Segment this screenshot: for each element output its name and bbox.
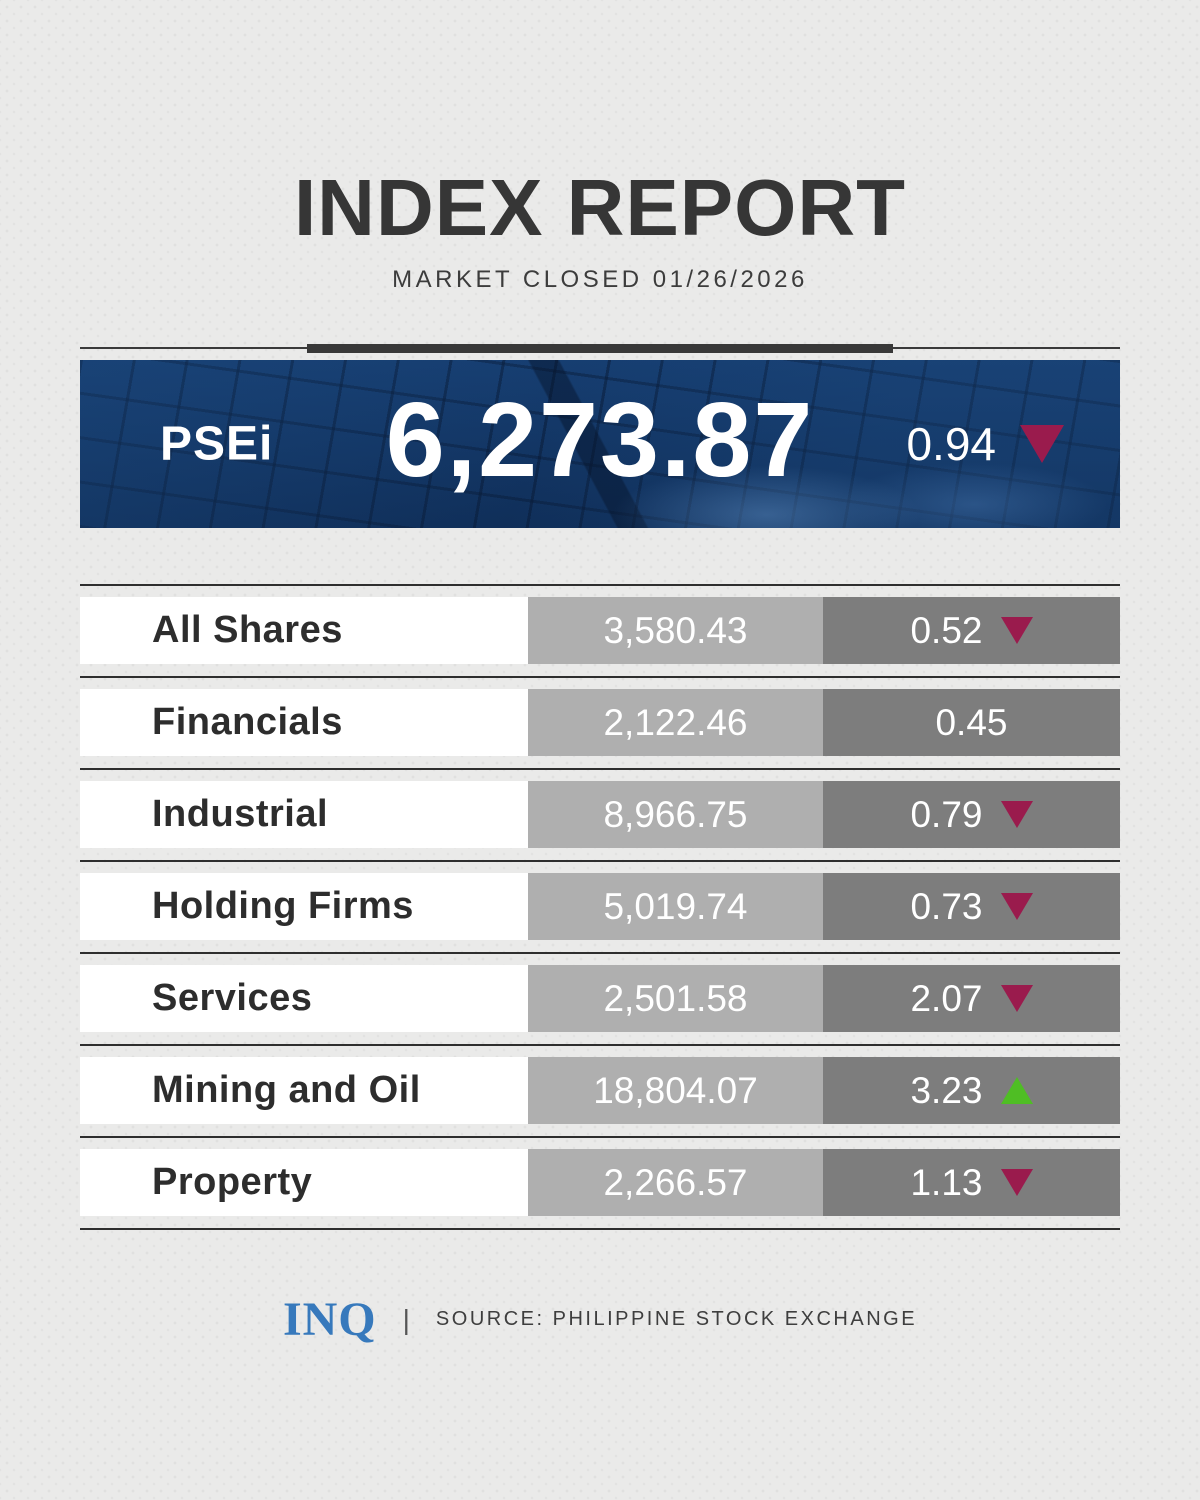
row-change-value: 1.13: [910, 1161, 983, 1203]
index-change: 0.94: [906, 417, 1064, 471]
row-separator: [80, 1044, 1120, 1046]
row-separator: [80, 1228, 1120, 1230]
down-triangle-icon: [1000, 893, 1033, 920]
row-label: Property: [80, 1149, 528, 1216]
row-separator: [80, 676, 1120, 678]
row-label: Financials: [80, 689, 528, 756]
index-table: All Shares 3,580.43 0.52 Financials 2,12…: [80, 584, 1120, 1230]
row-separator: [80, 860, 1120, 862]
row-separator: [80, 768, 1120, 770]
row-value: 3,580.43: [528, 597, 823, 664]
table-row: Services 2,501.58 2.07: [80, 965, 1120, 1032]
down-triangle-icon: [1000, 985, 1033, 1012]
psei-banner: PSEi 6,273.87 0.94: [80, 360, 1120, 528]
index-value: 6,273.87: [385, 380, 815, 499]
index-name: PSEi: [160, 417, 274, 471]
row-change: 0.52: [823, 597, 1120, 664]
table-row: All Shares 3,580.43 0.52: [80, 597, 1120, 664]
row-separator: [80, 584, 1120, 586]
row-label: Holding Firms: [80, 873, 528, 940]
row-change-value: 2.07: [910, 977, 983, 1019]
down-triangle-icon: [1020, 425, 1064, 463]
row-value: 2,122.46: [528, 689, 823, 756]
row-label: Industrial: [80, 781, 528, 848]
table-row: Property 2,266.57 1.13: [80, 1149, 1120, 1216]
down-triangle-icon: [1000, 617, 1033, 644]
row-change: 3.23: [823, 1057, 1120, 1124]
row-separator: [80, 952, 1120, 954]
row-value: 8,966.75: [528, 781, 823, 848]
row-change: 0.45: [823, 689, 1120, 756]
row-change-value: 0.52: [910, 609, 983, 651]
row-label: Services: [80, 965, 528, 1032]
row-change: 0.73: [823, 873, 1120, 940]
row-change-value: 0.45: [935, 701, 1008, 743]
index-change-value: 0.94: [906, 418, 996, 470]
footer-divider: |: [402, 1303, 410, 1335]
down-triangle-icon: [1000, 801, 1033, 828]
table-row: Financials 2,122.46 0.45: [80, 689, 1120, 756]
page-title: INDEX REPORT: [293, 163, 907, 252]
row-change: 2.07: [823, 965, 1120, 1032]
row-value: 2,501.58: [528, 965, 823, 1032]
row-separator: [80, 1136, 1120, 1138]
down-triangle-icon: [1000, 1169, 1033, 1196]
divider-thick-bar: [307, 344, 893, 353]
footer: INQ | SOURCE: PHILIPPINE STOCK EXCHANGE: [0, 1292, 1200, 1347]
header-divider: [80, 344, 1120, 354]
market-status-subtitle: MARKET CLOSED 01/26/2026: [392, 266, 808, 293]
row-value: 18,804.07: [528, 1057, 823, 1124]
row-value: 2,266.57: [528, 1149, 823, 1216]
table-row: Mining and Oil 18,804.07 3.23: [80, 1057, 1120, 1124]
inquirer-logo: INQ: [282, 1293, 377, 1346]
table-row: Holding Firms 5,019.74 0.73: [80, 873, 1120, 940]
row-change: 0.79: [823, 781, 1120, 848]
row-change-value: 0.79: [910, 793, 983, 835]
up-triangle-icon: [1000, 1077, 1033, 1104]
row-label: All Shares: [80, 597, 528, 664]
row-change: 1.13: [823, 1149, 1120, 1216]
row-label: Mining and Oil: [80, 1057, 528, 1124]
source-credit: SOURCE: PHILIPPINE STOCK EXCHANGE: [435, 1308, 918, 1330]
row-change-value: 3.23: [910, 1069, 983, 1111]
row-value: 5,019.74: [528, 873, 823, 940]
row-change-value: 0.73: [910, 885, 983, 927]
table-row: Industrial 8,966.75 0.79: [80, 781, 1120, 848]
